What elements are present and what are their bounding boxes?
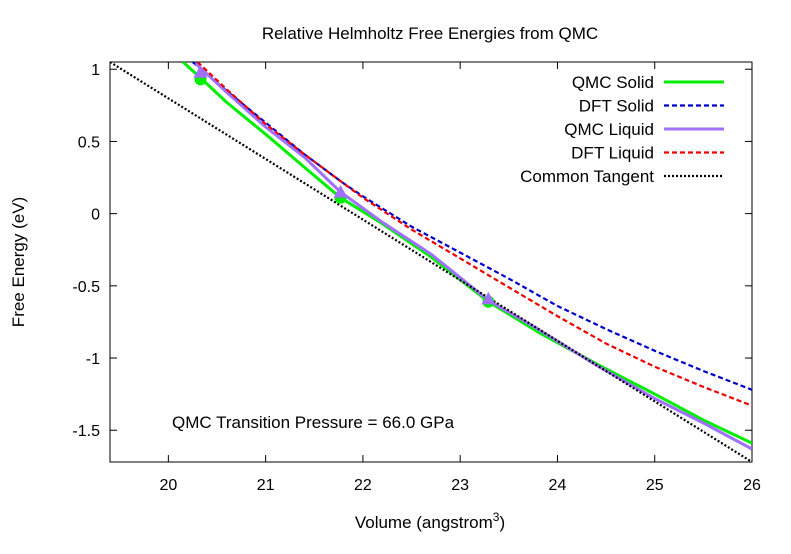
y-tick-label: -0.5 (72, 279, 100, 296)
series-line-dft-solid (191, 62, 752, 391)
series-group (110, 62, 752, 462)
series-line-common-tangent (110, 62, 752, 462)
x-tick-label: 25 (646, 477, 664, 494)
plot-frame (109, 61, 753, 463)
chart-title: Relative Helmholtz Free Energies from QM… (262, 24, 598, 43)
x-tick-label: 22 (354, 477, 372, 494)
y-tick-label: 1 (91, 62, 100, 79)
x-axis-label-close: ) (499, 513, 505, 532)
qmc-liquid-point (481, 291, 496, 305)
qmc-liquid-point (193, 65, 208, 78)
series-line-dft-liquid (196, 62, 752, 407)
y-tick-label: 0 (91, 207, 100, 224)
axis-ticks: 20 21 22 23 24 25 26 1 0.5 0 -0.5 -1 -1.5 (72, 62, 761, 494)
qmc-liquid-point (333, 184, 348, 198)
x-tick-label: 20 (159, 477, 177, 494)
legend-label-common-tangent: Common Tangent (520, 167, 654, 186)
legend-label-dft-solid: DFT Solid (579, 97, 654, 116)
y-tick-label: -1.5 (72, 423, 100, 440)
x-tick-label: 24 (549, 477, 567, 494)
x-tick-label: 26 (743, 477, 761, 494)
x-axis-label-main: Volume (angstrom (355, 513, 493, 532)
legend-label-qmc-solid: QMC Solid (572, 73, 654, 92)
series-line-qmc-liquid (194, 62, 752, 451)
transition-pressure-annotation: QMC Transition Pressure = 66.0 GPa (172, 413, 455, 432)
x-axis-label: Volume (angstrom3) (355, 510, 505, 532)
legend: QMC Solid DFT Solid QMC Liquid DFT Liquid Co… (520, 73, 724, 186)
x-axis-label-sup: 3 (493, 510, 500, 524)
markers-group (193, 65, 496, 308)
y-axis-label: Free Energy (eV) (9, 197, 28, 327)
x-tick-label: 21 (257, 477, 275, 494)
legend-label-dft-liquid: DFT Liquid (571, 144, 654, 163)
y-tick-label: -1 (86, 351, 100, 368)
x-tick-label: 23 (451, 477, 469, 494)
series-line-qmc-solid (181, 62, 752, 445)
legend-label-qmc-liquid: QMC Liquid (564, 120, 654, 139)
y-tick-label: 0.5 (78, 134, 100, 151)
